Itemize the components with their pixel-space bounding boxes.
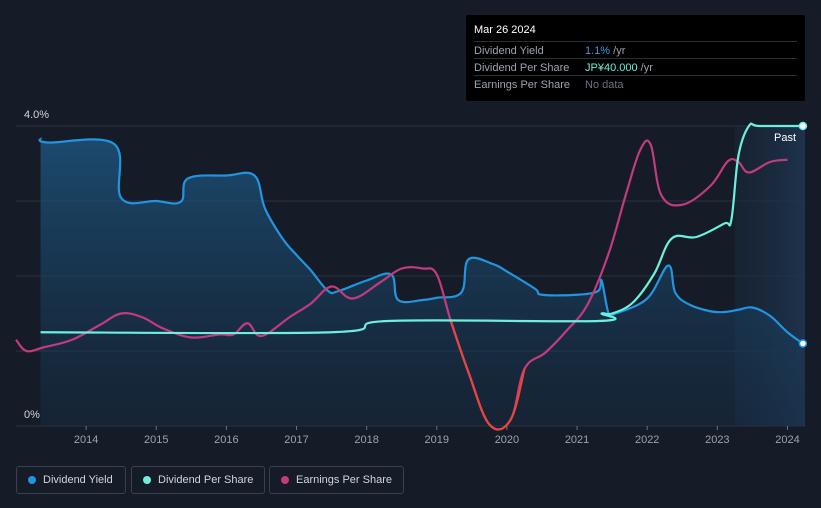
- legend-dot-icon: [28, 476, 36, 484]
- tooltip-row-dividend-yield: Dividend Yield 1.1% /yr: [474, 41, 797, 59]
- x-tick-label: 2021: [565, 434, 589, 446]
- tooltip-label: Earnings Per Share: [474, 79, 570, 91]
- legend-label: Dividend Per Share: [158, 474, 254, 486]
- x-tick-label: 2015: [144, 434, 168, 446]
- tooltip-label: Dividend Per Share: [474, 62, 570, 74]
- dividend-per-share-end-marker: [798, 121, 808, 131]
- legend-dot-icon: [143, 476, 151, 484]
- dividend-yield-end-marker: [798, 339, 808, 348]
- x-tick-label: 2022: [635, 434, 659, 446]
- y-tick-label: 4.0%: [24, 109, 49, 121]
- tooltip-unit: /yr: [610, 45, 626, 57]
- tooltip-value: 1.1%: [585, 45, 611, 57]
- earnings-per-share-line: [15, 139, 788, 431]
- legend-dividend-yield[interactable]: Dividend Yield: [16, 466, 126, 494]
- legend-dividend-per-share[interactable]: Dividend Per Share: [131, 466, 265, 494]
- tooltip-row-dividend-per-share: Dividend Per Share JP¥40.000 /yr: [474, 58, 797, 76]
- past-label: Past: [774, 132, 797, 144]
- tooltip-unit: /yr: [637, 62, 653, 74]
- x-tick-label: 2014: [74, 434, 98, 446]
- dividend-per-share-line: [40, 122, 803, 335]
- tooltip-value: JP¥40.000: [585, 62, 638, 74]
- legend-dot-icon: [281, 476, 289, 484]
- legend-label: Earnings Per Share: [296, 474, 392, 486]
- tooltip: Mar 26 2024 Dividend Yield 1.1% /yr Divi…: [466, 15, 805, 101]
- legend-label: Dividend Yield: [43, 474, 113, 486]
- legend-earnings-per-share[interactable]: Earnings Per Share: [269, 466, 404, 494]
- tooltip-value: No data: [585, 79, 624, 91]
- tooltip-label: Dividend Yield: [474, 45, 544, 57]
- x-tick-label: 2019: [425, 434, 449, 446]
- x-tick-label: 2018: [354, 434, 378, 446]
- x-tick-label: 2016: [214, 434, 238, 446]
- dividend-yield-area: [39, 138, 803, 426]
- tooltip-date: Mar 26 2024: [474, 24, 536, 36]
- dividend-yield-line: [38, 136, 804, 345]
- tooltip-row-earnings-per-share: Earnings Per Share No data: [474, 75, 797, 93]
- x-tick-label: 2020: [495, 434, 519, 446]
- y-tick-label: 0%: [24, 409, 40, 421]
- x-tick-label: 2017: [284, 434, 308, 446]
- x-tick-label: 2024: [775, 434, 799, 446]
- earnings-decline-segment: [449, 320, 526, 431]
- x-tick-label: 2023: [705, 434, 729, 446]
